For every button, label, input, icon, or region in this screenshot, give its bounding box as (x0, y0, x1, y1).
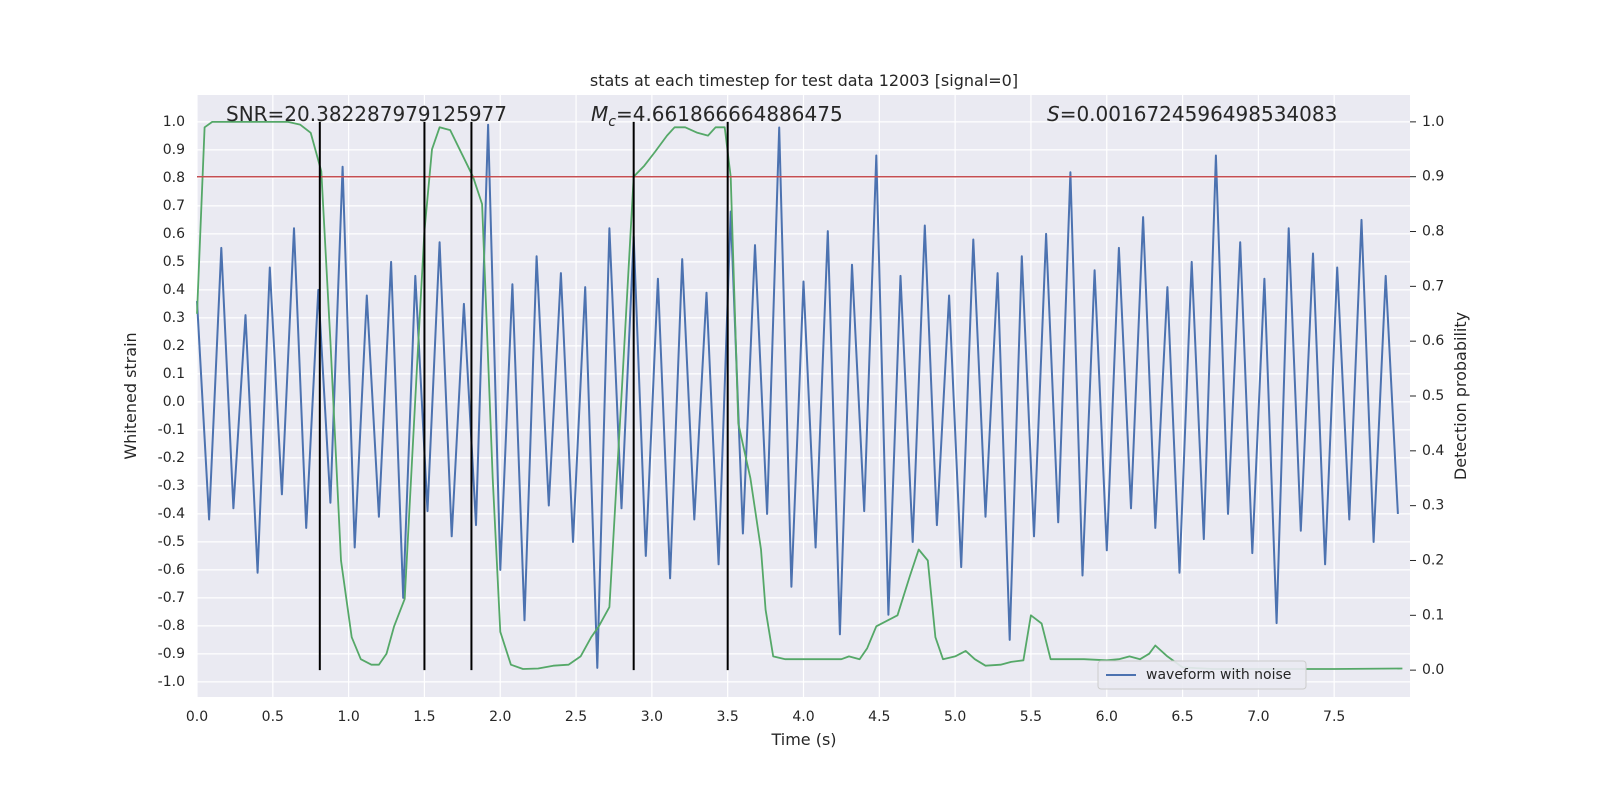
annotation: S=0.0016724596498534083 (1047, 102, 1337, 126)
y2-tick-label: 0.5 (1422, 388, 1444, 404)
chart-title: stats at each timestep for test data 120… (590, 71, 1018, 90)
y-tick-label: -1.0 (158, 674, 185, 690)
y-tick-label: 0.0 (163, 394, 185, 410)
y-tick-label: -0.6 (158, 562, 185, 578)
y2-tick-label: 1.0 (1422, 114, 1444, 130)
y-tick-label: -0.2 (158, 450, 185, 466)
y-tick-label: 0.3 (163, 310, 185, 326)
x-tick-label: 7.5 (1323, 709, 1345, 725)
y2-tick-label: 0.2 (1422, 552, 1444, 568)
x-tick-label: 0.0 (186, 709, 208, 725)
y-tick-label: 0.5 (163, 254, 185, 270)
legend-label: waveform with noise (1146, 667, 1291, 683)
y-tick-label: 0.1 (163, 366, 185, 382)
legend-box (1097, 660, 1307, 690)
y2-tick-label: 0.6 (1422, 333, 1444, 349)
y2-tick-label: 0.7 (1422, 278, 1444, 294)
y-axis-label: Whitened strain (121, 332, 140, 459)
y-tick-label: 0.6 (163, 226, 185, 242)
annotation-symbol: M (591, 102, 608, 126)
y-tick-label: 0.4 (163, 282, 185, 298)
x-tick-label: 3.0 (641, 709, 663, 725)
y2-tick-label: 0.1 (1422, 607, 1444, 623)
y2-tick-label: 0.3 (1422, 498, 1444, 514)
x-axis-label: Time (s) (770, 730, 836, 749)
y2-tick-label: 0.4 (1422, 443, 1444, 459)
y-tick-label: 0.7 (163, 198, 185, 214)
annotation-text: SNR=20.382287979125977 (226, 102, 507, 126)
y-tick-label: -0.7 (158, 590, 185, 606)
y-tick-label: 1.0 (163, 114, 185, 130)
y-tick-label: -0.1 (158, 422, 185, 438)
series-line (196, 121, 1403, 670)
x-tick-label: 2.5 (565, 709, 587, 725)
annotation-text: =4.661866664886475 (616, 102, 843, 126)
x-tick-label: 5.5 (1020, 709, 1042, 725)
y-tick-label: 0.9 (163, 142, 185, 158)
x-tick-label: 6.5 (1171, 709, 1193, 725)
x-tick-label: 1.5 (413, 709, 435, 725)
x-tick-label: 1.0 (337, 709, 359, 725)
x-tick-label: 5.0 (944, 709, 966, 725)
x-tick-label: 2.0 (489, 709, 511, 725)
y-tick-label: 0.2 (163, 338, 185, 354)
y-tick-label: -0.9 (158, 646, 185, 662)
x-tick-label: 4.0 (792, 709, 814, 725)
y2-tick-label: 0.8 (1422, 224, 1444, 240)
labels: 0.0 0.5 1.0 1.5 2.0 2.5 3.0 3.5 4.0 4.5 5.0 5.5 6.0 6… (158, 102, 1445, 725)
annotation: SNR=20.382287979125977 (226, 102, 507, 126)
y-tick-label: 0.8 (163, 170, 185, 186)
x-tick-label: 6.0 (1096, 709, 1118, 725)
marks (196, 121, 1410, 671)
annotation: Mc=4.661866664886475 (591, 102, 843, 130)
series-line (196, 123, 1399, 669)
x-tick-label: 3.5 (717, 709, 739, 725)
x-tick-label: 4.5 (868, 709, 890, 725)
y-tick-label: -0.8 (158, 618, 185, 634)
y2-tick-label: 0.9 (1422, 169, 1444, 185)
y2-axis-label: Detection probability (1451, 312, 1470, 480)
x-tick-label: 7.0 (1247, 709, 1269, 725)
y-tick-label: -0.4 (158, 506, 185, 522)
y2-tick-label: 0.0 (1422, 662, 1444, 678)
annotation-subscript: c (608, 114, 616, 130)
x-tick-label: 0.5 (262, 709, 284, 725)
annotation-text: =0.0016724596498534083 (1060, 102, 1338, 126)
y-tick-label: -0.3 (158, 478, 185, 494)
annotation-symbol: S (1047, 102, 1060, 126)
y-tick-label: -0.5 (158, 534, 185, 550)
